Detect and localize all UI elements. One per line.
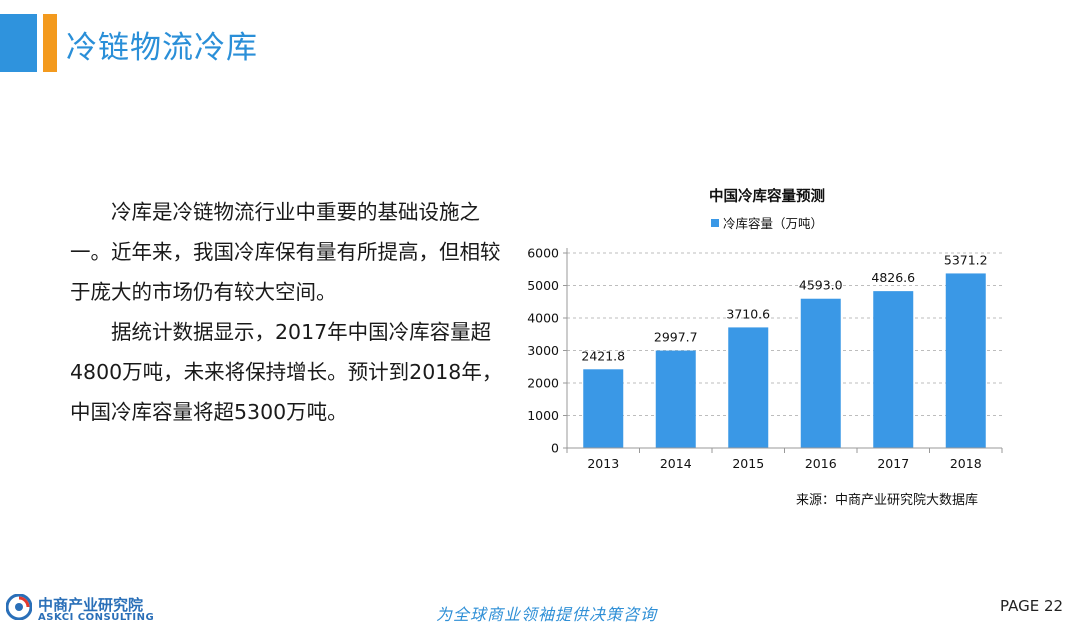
legend-swatch xyxy=(711,219,719,227)
y-tick-label: 2000 xyxy=(527,376,559,391)
x-tick-label: 2016 xyxy=(805,456,837,471)
y-tick-label: 4000 xyxy=(527,311,559,326)
bar-2014 xyxy=(655,350,696,448)
x-tick-label: 2018 xyxy=(950,456,982,471)
data-label: 4826.6 xyxy=(871,270,915,285)
paragraph-1: 冷库是冷链物流行业中重要的基础设施之一。近年来，我国冷库保有量有所提高，但相较于… xyxy=(70,200,501,304)
footer-org-name-en: ASKCI CONSULTING xyxy=(38,612,155,623)
title-accent-orange xyxy=(43,14,57,72)
askci-logo-icon xyxy=(6,594,32,620)
bar-2016 xyxy=(800,298,841,448)
bar-2013 xyxy=(583,369,624,448)
footer-org-name: 中商产业研究院 xyxy=(38,596,144,614)
body-text: 冷库是冷链物流行业中重要的基础设施之一。近年来，我国冷库保有量有所提高，但相较于… xyxy=(70,192,506,432)
y-tick-label: 3000 xyxy=(527,343,559,358)
y-tick-label: 6000 xyxy=(527,246,559,261)
data-label: 4593.0 xyxy=(799,278,843,293)
data-label: 2997.7 xyxy=(654,330,698,345)
data-label: 2421.8 xyxy=(581,348,625,363)
x-tick-label: 2013 xyxy=(587,456,619,471)
source-note: 来源：中商产业研究院大数据库 xyxy=(796,493,979,508)
page-number: PAGE 22 xyxy=(1000,597,1064,615)
paragraph-2: 据统计数据显示，2017年中国冷库容量超4800万吨，未来将保持增长。预计到20… xyxy=(70,320,503,424)
y-tick-label: 5000 xyxy=(527,278,559,293)
x-tick-label: 2015 xyxy=(732,456,764,471)
data-label: 3710.6 xyxy=(726,306,770,321)
page-title: 冷链物流冷库 xyxy=(66,30,258,66)
data-label: 5371.2 xyxy=(944,252,988,267)
bar-2015 xyxy=(728,327,769,448)
x-tick-label: 2014 xyxy=(660,456,692,471)
title-accent-blue xyxy=(0,14,37,72)
legend-label: 冷库容量（万吨） xyxy=(723,216,823,231)
y-tick-label: 0 xyxy=(551,441,559,456)
x-tick-label: 2017 xyxy=(877,456,909,471)
bar-2018 xyxy=(945,273,986,448)
y-tick-label: 1000 xyxy=(527,408,559,423)
footer-slogan: 为全球商业领袖提供决策咨询 xyxy=(436,605,658,624)
chart-title: 中国冷库容量预测 xyxy=(709,187,825,205)
bar-2017 xyxy=(873,291,914,448)
